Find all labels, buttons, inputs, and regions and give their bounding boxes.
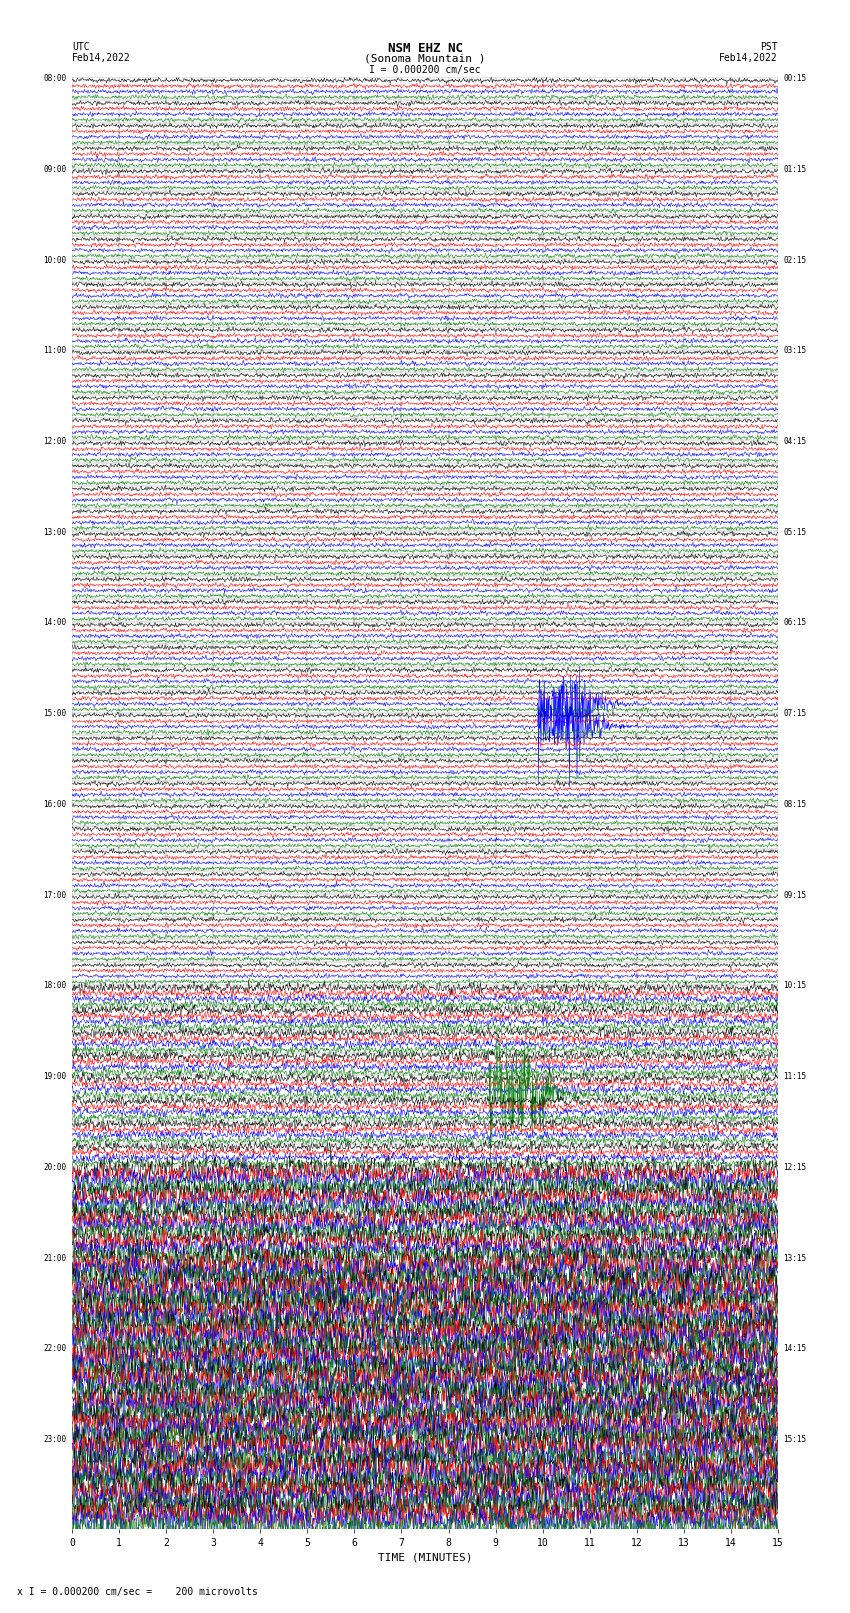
Text: 06:15: 06:15	[784, 618, 807, 627]
Text: Feb14,2022: Feb14,2022	[72, 53, 131, 63]
X-axis label: TIME (MINUTES): TIME (MINUTES)	[377, 1552, 473, 1563]
Text: 07:15: 07:15	[784, 710, 807, 718]
Text: 15:00: 15:00	[43, 710, 66, 718]
Text: 08:00: 08:00	[43, 74, 66, 82]
Text: 00:15: 00:15	[784, 74, 807, 82]
Text: 13:15: 13:15	[784, 1253, 807, 1263]
Text: UTC: UTC	[72, 42, 90, 52]
Text: 15:15: 15:15	[784, 1436, 807, 1444]
Text: 21:00: 21:00	[43, 1253, 66, 1263]
Text: 08:15: 08:15	[784, 800, 807, 808]
Text: PST: PST	[760, 42, 778, 52]
Text: 19:00: 19:00	[43, 1073, 66, 1081]
Text: I = 0.000200 cm/sec: I = 0.000200 cm/sec	[369, 65, 481, 74]
Text: 10:00: 10:00	[43, 255, 66, 265]
Text: 22:00: 22:00	[43, 1344, 66, 1353]
Text: 03:15: 03:15	[784, 347, 807, 355]
Text: 09:15: 09:15	[784, 890, 807, 900]
Text: 05:15: 05:15	[784, 527, 807, 537]
Text: Feb14,2022: Feb14,2022	[719, 53, 778, 63]
Text: 10:15: 10:15	[784, 981, 807, 990]
Text: 01:15: 01:15	[784, 165, 807, 174]
Text: 14:00: 14:00	[43, 618, 66, 627]
Text: NSM EHZ NC: NSM EHZ NC	[388, 42, 462, 55]
Text: (Sonoma Mountain ): (Sonoma Mountain )	[365, 53, 485, 63]
Text: 11:00: 11:00	[43, 347, 66, 355]
Text: 04:15: 04:15	[784, 437, 807, 445]
Text: 17:00: 17:00	[43, 890, 66, 900]
Text: 02:15: 02:15	[784, 255, 807, 265]
Text: 16:00: 16:00	[43, 800, 66, 808]
Text: 14:15: 14:15	[784, 1344, 807, 1353]
Text: 20:00: 20:00	[43, 1163, 66, 1171]
Text: 12:00: 12:00	[43, 437, 66, 445]
Text: 09:00: 09:00	[43, 165, 66, 174]
Text: 13:00: 13:00	[43, 527, 66, 537]
Text: 12:15: 12:15	[784, 1163, 807, 1171]
Text: 23:00: 23:00	[43, 1436, 66, 1444]
Text: 11:15: 11:15	[784, 1073, 807, 1081]
Text: x I = 0.000200 cm/sec =    200 microvolts: x I = 0.000200 cm/sec = 200 microvolts	[17, 1587, 258, 1597]
Text: 18:00: 18:00	[43, 981, 66, 990]
